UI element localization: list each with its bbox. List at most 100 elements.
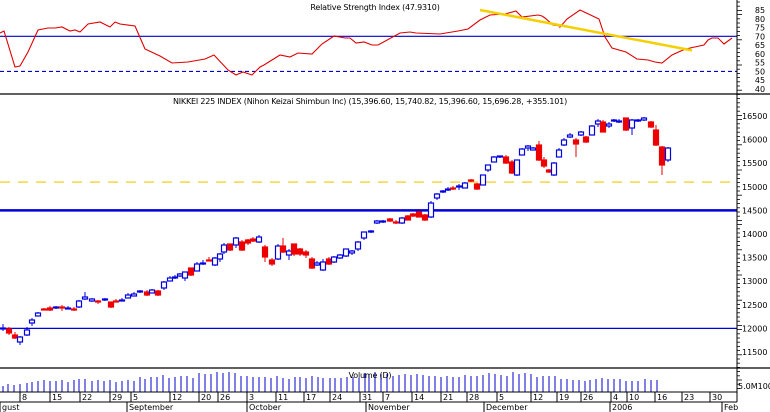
day-label: 30 bbox=[712, 393, 722, 402]
candle-body bbox=[577, 131, 585, 136]
candle-body bbox=[143, 291, 151, 296]
candle-body bbox=[444, 188, 452, 191]
candle-body bbox=[392, 221, 400, 224]
volume-panel bbox=[2, 372, 658, 392]
candle-body bbox=[599, 121, 607, 133]
candle-body bbox=[319, 261, 327, 271]
day-label: 5 bbox=[133, 393, 138, 402]
day-label: 12 bbox=[172, 393, 182, 402]
candle-body bbox=[112, 300, 120, 303]
rsi-tick-label: 70 bbox=[755, 32, 765, 41]
candle-body bbox=[154, 290, 162, 296]
price-tick-label: 16500 bbox=[742, 112, 767, 121]
volume-title: Volume (D) bbox=[349, 371, 392, 380]
candle-body bbox=[615, 120, 623, 123]
candle-body bbox=[124, 294, 132, 299]
day-label: 21 bbox=[443, 393, 453, 402]
price-tick-label: 15000 bbox=[742, 183, 767, 192]
candle-body bbox=[518, 148, 526, 156]
month-label: September bbox=[129, 403, 174, 412]
candle-body bbox=[199, 262, 207, 265]
candle-body bbox=[261, 246, 269, 258]
candle-body bbox=[545, 169, 553, 173]
candle-body bbox=[11, 334, 19, 339]
candle-body bbox=[439, 190, 447, 193]
price-tick-label: 16000 bbox=[742, 136, 767, 145]
candle-body bbox=[610, 119, 618, 122]
day-label: 11 bbox=[278, 393, 288, 402]
month-label: gust bbox=[2, 403, 19, 412]
candle-body bbox=[75, 300, 83, 308]
candle-body bbox=[232, 237, 240, 246]
candle-body bbox=[40, 308, 48, 311]
candle-body bbox=[628, 119, 636, 129]
candle-body bbox=[130, 293, 138, 297]
candle-body bbox=[634, 119, 642, 122]
day-label: 29 bbox=[112, 393, 122, 402]
candle-body bbox=[342, 248, 350, 257]
candle-body bbox=[367, 230, 375, 233]
day-label: 12 bbox=[533, 393, 543, 402]
day-label: 26 bbox=[583, 393, 593, 402]
candle-body bbox=[249, 238, 257, 242]
day-label: 7 bbox=[385, 393, 390, 402]
candle-body bbox=[58, 306, 66, 309]
candle-body bbox=[354, 241, 362, 250]
candle-body bbox=[540, 159, 548, 167]
candle-body bbox=[211, 257, 219, 266]
day-label: 8 bbox=[22, 393, 27, 402]
candle-body bbox=[404, 215, 412, 221]
candle-body bbox=[508, 161, 516, 174]
candle-body bbox=[461, 182, 469, 189]
candle-body bbox=[16, 336, 24, 343]
month-label: 2006 bbox=[612, 403, 632, 412]
candle-body bbox=[555, 149, 563, 158]
day-label: 26 bbox=[220, 393, 230, 402]
month-label: November bbox=[368, 403, 410, 412]
candle-body bbox=[136, 290, 144, 293]
candle-body bbox=[23, 329, 31, 336]
month-label: Feb bbox=[724, 403, 738, 412]
candle-body bbox=[490, 156, 498, 163]
day-label: 22 bbox=[82, 393, 92, 402]
candle-body bbox=[176, 273, 184, 277]
candle-body bbox=[427, 202, 435, 218]
candle-body bbox=[160, 281, 168, 289]
price-title: NIKKEI 225 INDEX (Nihon Keizai Shimbun I… bbox=[173, 97, 567, 106]
candle-body bbox=[101, 298, 109, 301]
rsi-panel bbox=[0, 8, 770, 95]
day-label: 31 bbox=[362, 393, 372, 402]
candle-body bbox=[502, 156, 510, 164]
candle-body bbox=[46, 307, 54, 311]
candle-body bbox=[560, 139, 568, 146]
candle-body bbox=[386, 218, 394, 222]
candle-body bbox=[118, 299, 126, 302]
candle-body bbox=[529, 147, 537, 151]
price-tick-label: 14000 bbox=[742, 230, 767, 239]
rsi-tick-label: 45 bbox=[755, 76, 765, 85]
day-label: 16 bbox=[657, 393, 667, 402]
candle-body bbox=[484, 164, 492, 171]
candle-body bbox=[290, 243, 298, 255]
candle-body bbox=[308, 258, 316, 269]
candle-body bbox=[181, 271, 189, 279]
candle-body bbox=[187, 267, 195, 276]
candle-body bbox=[582, 136, 590, 143]
candle-body bbox=[255, 236, 263, 243]
candle-body bbox=[302, 251, 310, 256]
rsi-tick-label: 75 bbox=[755, 24, 765, 33]
candle-body bbox=[296, 248, 304, 255]
candle-body bbox=[652, 129, 660, 146]
price-tick-label: 13500 bbox=[742, 254, 767, 263]
day-label: 14 bbox=[414, 393, 424, 402]
day-label: 4 bbox=[613, 393, 618, 402]
candle-body bbox=[398, 217, 406, 224]
rsi-trendline bbox=[479, 8, 693, 52]
candle-body bbox=[664, 147, 672, 161]
rsi-tick-label: 60 bbox=[755, 50, 765, 59]
candle-body bbox=[238, 241, 246, 251]
day-label: 10 bbox=[629, 393, 639, 402]
candle-body bbox=[313, 262, 321, 266]
day-label: 28 bbox=[469, 393, 479, 402]
